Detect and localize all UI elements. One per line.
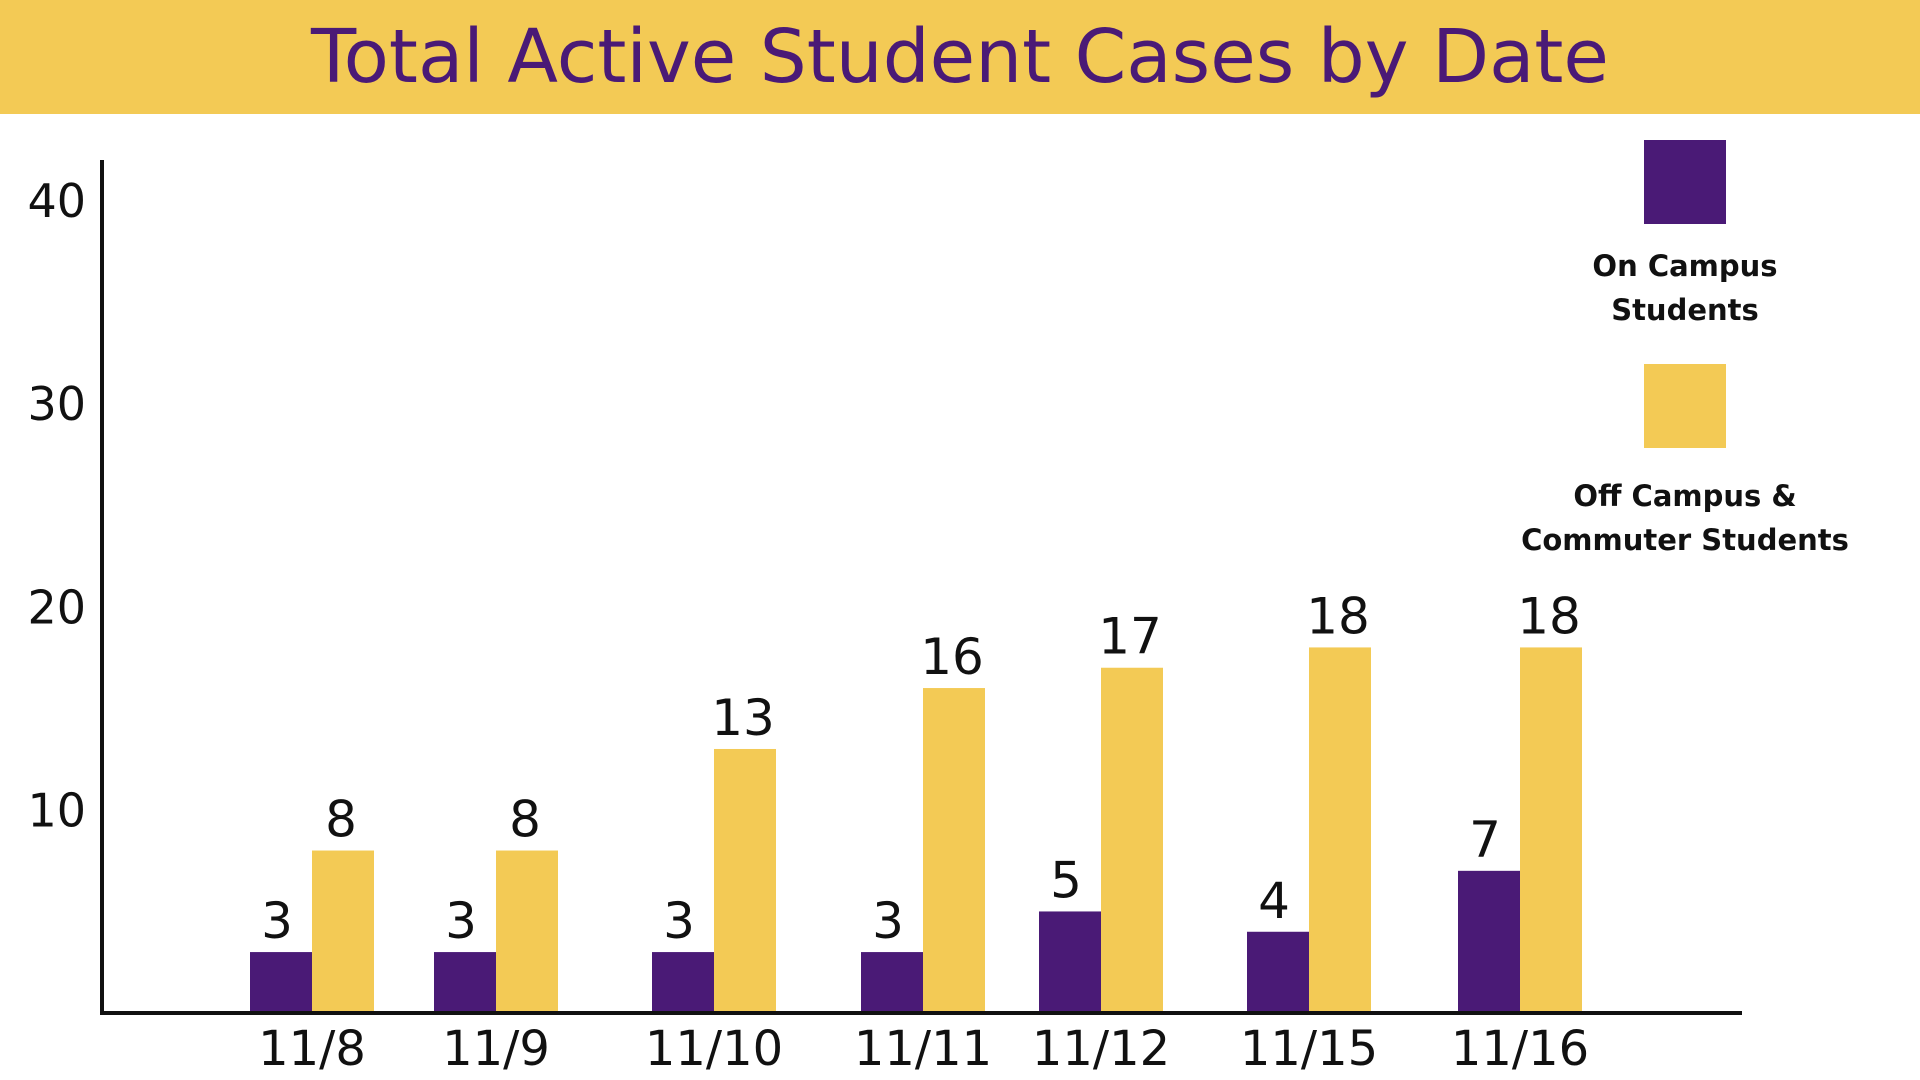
bar-off-campus-11/12 (1101, 667, 1163, 1011)
bar-off-campus-11/10 (714, 748, 776, 1011)
bar-on-campus-11/8 (250, 952, 312, 1011)
legend-label-on-campus: On Campus Students (1592, 249, 1778, 327)
value-label-on-campus: 7 (1469, 811, 1501, 869)
legend-swatch-off-campus (1644, 364, 1726, 448)
y-tick-labels-group: 10 20 30 40 (27, 174, 86, 837)
y-tick-label: 30 (27, 377, 86, 431)
title-banner: Total Active Student Cases by Date (0, 0, 1920, 114)
bar-off-campus-11/9 (496, 850, 558, 1011)
bar-on-campus-11/9 (434, 952, 496, 1011)
bar-on-campus-11/15 (1247, 931, 1309, 1011)
bar-off-campus-11/11 (923, 688, 985, 1011)
value-label-off-campus: 18 (1517, 587, 1581, 645)
legend-label-off-campus: Off Campus & Commuter Students (1521, 479, 1849, 557)
x-tick-label: 11/16 (1451, 1021, 1589, 1077)
value-label-off-campus: 13 (711, 689, 775, 747)
value-label-on-campus: 3 (872, 892, 904, 950)
legend: On Campus Students Off Campus & Commuter… (1500, 140, 1870, 562)
bar-on-campus-11/16 (1458, 870, 1520, 1011)
value-label-on-campus: 3 (445, 892, 477, 950)
x-tick-label: 11/9 (442, 1021, 550, 1077)
value-label-on-campus: 3 (663, 892, 695, 950)
bar-on-campus-11/12 (1039, 911, 1101, 1011)
chart-title: Total Active Student Cases by Date (311, 14, 1609, 100)
bar-on-campus-11/10 (652, 952, 714, 1011)
value-label-off-campus: 18 (1306, 587, 1370, 645)
bars-group (250, 647, 1582, 1011)
x-tick-label: 11/15 (1240, 1021, 1378, 1077)
legend-item-on-campus: On Campus Students (1500, 140, 1870, 332)
y-tick-label: 10 (27, 783, 86, 837)
value-label-off-campus: 17 (1098, 608, 1162, 666)
axes-group (100, 160, 1742, 1015)
value-label-on-campus: 3 (261, 892, 293, 950)
bar-off-campus-11/16 (1520, 647, 1582, 1011)
y-tick-label: 20 (27, 580, 86, 634)
value-label-on-campus: 4 (1258, 872, 1290, 930)
bar-off-campus-11/8 (312, 850, 374, 1011)
legend-item-off-campus: Off Campus & Commuter Students (1500, 364, 1870, 562)
x-tick-labels-group: 11/8 11/9 11/10 11/11 11/12 11/15 11/16 (258, 1021, 1589, 1077)
x-tick-label: 11/10 (645, 1021, 783, 1077)
value-label-on-campus: 5 (1050, 851, 1082, 909)
value-label-off-campus: 8 (325, 791, 357, 849)
bar-off-campus-11/15 (1309, 647, 1371, 1011)
x-tick-label: 11/12 (1032, 1021, 1170, 1077)
legend-swatch-on-campus (1644, 140, 1726, 224)
value-label-off-campus: 16 (920, 628, 984, 686)
bar-on-campus-11/11 (861, 952, 923, 1011)
x-tick-label: 11/11 (854, 1021, 992, 1077)
value-label-off-campus: 8 (509, 791, 541, 849)
x-tick-label: 11/8 (258, 1021, 366, 1077)
y-tick-label: 40 (27, 174, 86, 228)
